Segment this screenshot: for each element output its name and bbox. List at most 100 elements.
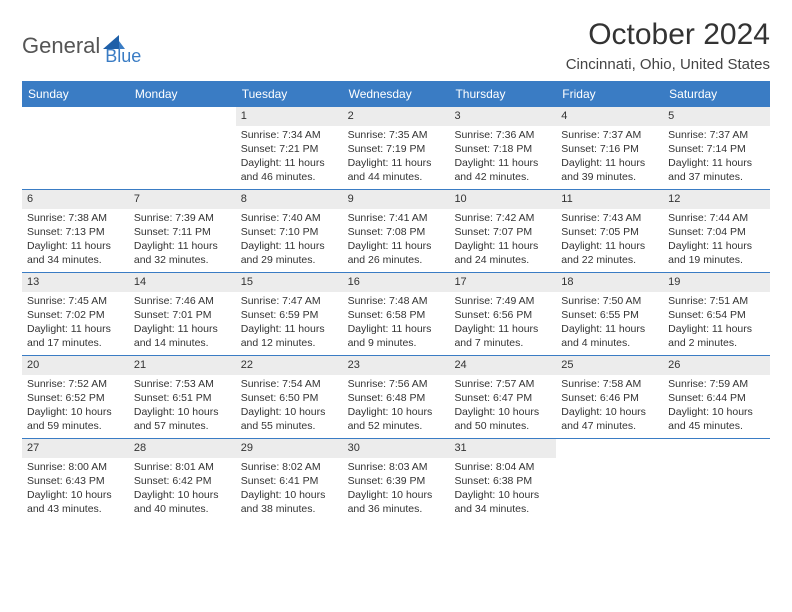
day-line: Daylight: 10 hours bbox=[454, 488, 551, 502]
day-body: Sunrise: 8:02 AMSunset: 6:41 PMDaylight:… bbox=[236, 458, 343, 521]
day-line: Sunrise: 7:48 AM bbox=[348, 294, 445, 308]
day-line: Daylight: 10 hours bbox=[561, 405, 658, 419]
day-cell bbox=[22, 107, 129, 189]
day-line: Sunset: 7:18 PM bbox=[454, 142, 551, 156]
day-cell bbox=[663, 439, 770, 521]
day-cell: 14Sunrise: 7:46 AMSunset: 7:01 PMDayligh… bbox=[129, 273, 236, 355]
day-line: and 42 minutes. bbox=[454, 170, 551, 184]
day-number: 14 bbox=[129, 273, 236, 292]
day-line: Daylight: 11 hours bbox=[561, 239, 658, 253]
title-block: October 2024 Cincinnati, Ohio, United St… bbox=[566, 18, 770, 73]
day-header: Thursday bbox=[449, 82, 556, 106]
day-line: and 26 minutes. bbox=[348, 253, 445, 267]
week-row: 20Sunrise: 7:52 AMSunset: 6:52 PMDayligh… bbox=[22, 355, 770, 438]
day-line: Sunset: 6:55 PM bbox=[561, 308, 658, 322]
day-line: Sunset: 6:59 PM bbox=[241, 308, 338, 322]
day-line: Sunset: 6:38 PM bbox=[454, 474, 551, 488]
day-number: 5 bbox=[663, 107, 770, 126]
day-cell: 3Sunrise: 7:36 AMSunset: 7:18 PMDaylight… bbox=[449, 107, 556, 189]
day-line: Daylight: 11 hours bbox=[454, 239, 551, 253]
day-line: Sunset: 6:47 PM bbox=[454, 391, 551, 405]
day-number: 31 bbox=[449, 439, 556, 458]
day-line: Daylight: 10 hours bbox=[134, 488, 231, 502]
day-line: and 59 minutes. bbox=[27, 419, 124, 433]
day-body: Sunrise: 7:57 AMSunset: 6:47 PMDaylight:… bbox=[449, 375, 556, 438]
day-line: Sunrise: 7:54 AM bbox=[241, 377, 338, 391]
day-body: Sunrise: 7:51 AMSunset: 6:54 PMDaylight:… bbox=[663, 292, 770, 355]
day-line: Sunrise: 7:43 AM bbox=[561, 211, 658, 225]
day-line: Daylight: 10 hours bbox=[27, 488, 124, 502]
day-header: Friday bbox=[556, 82, 663, 106]
day-line: Sunrise: 7:56 AM bbox=[348, 377, 445, 391]
day-line: Sunset: 6:58 PM bbox=[348, 308, 445, 322]
week-row: 13Sunrise: 7:45 AMSunset: 7:02 PMDayligh… bbox=[22, 272, 770, 355]
day-line: Daylight: 11 hours bbox=[27, 239, 124, 253]
day-number: 8 bbox=[236, 190, 343, 209]
day-number: 1 bbox=[236, 107, 343, 126]
day-line: Sunrise: 7:39 AM bbox=[134, 211, 231, 225]
day-line: Sunset: 7:04 PM bbox=[668, 225, 765, 239]
day-number: 7 bbox=[129, 190, 236, 209]
day-line: Daylight: 10 hours bbox=[348, 488, 445, 502]
day-line: and 52 minutes. bbox=[348, 419, 445, 433]
day-body: Sunrise: 7:54 AMSunset: 6:50 PMDaylight:… bbox=[236, 375, 343, 438]
day-line: and 38 minutes. bbox=[241, 502, 338, 516]
day-cell: 16Sunrise: 7:48 AMSunset: 6:58 PMDayligh… bbox=[343, 273, 450, 355]
day-body: Sunrise: 7:48 AMSunset: 6:58 PMDaylight:… bbox=[343, 292, 450, 355]
day-line: Daylight: 11 hours bbox=[27, 322, 124, 336]
day-line: Sunset: 6:56 PM bbox=[454, 308, 551, 322]
day-cell: 6Sunrise: 7:38 AMSunset: 7:13 PMDaylight… bbox=[22, 190, 129, 272]
day-line: Daylight: 11 hours bbox=[454, 322, 551, 336]
day-line: Sunset: 7:11 PM bbox=[134, 225, 231, 239]
day-number: 21 bbox=[129, 356, 236, 375]
day-number: 26 bbox=[663, 356, 770, 375]
day-line: Sunset: 6:51 PM bbox=[134, 391, 231, 405]
day-line: and 34 minutes. bbox=[27, 253, 124, 267]
day-header-row: SundayMondayTuesdayWednesdayThursdayFrid… bbox=[22, 82, 770, 106]
day-line: Daylight: 11 hours bbox=[561, 156, 658, 170]
day-cell: 10Sunrise: 7:42 AMSunset: 7:07 PMDayligh… bbox=[449, 190, 556, 272]
day-line: and 50 minutes. bbox=[454, 419, 551, 433]
day-line: Sunset: 6:42 PM bbox=[134, 474, 231, 488]
day-cell: 8Sunrise: 7:40 AMSunset: 7:10 PMDaylight… bbox=[236, 190, 343, 272]
day-line: and 12 minutes. bbox=[241, 336, 338, 350]
day-line: Sunrise: 8:00 AM bbox=[27, 460, 124, 474]
day-body: Sunrise: 7:46 AMSunset: 7:01 PMDaylight:… bbox=[129, 292, 236, 355]
day-line: Sunset: 6:46 PM bbox=[561, 391, 658, 405]
day-line: Sunrise: 8:02 AM bbox=[241, 460, 338, 474]
day-cell: 11Sunrise: 7:43 AMSunset: 7:05 PMDayligh… bbox=[556, 190, 663, 272]
day-body: Sunrise: 7:45 AMSunset: 7:02 PMDaylight:… bbox=[22, 292, 129, 355]
day-line: and 57 minutes. bbox=[134, 419, 231, 433]
day-line: Sunrise: 7:34 AM bbox=[241, 128, 338, 142]
day-cell bbox=[556, 439, 663, 521]
day-cell: 13Sunrise: 7:45 AMSunset: 7:02 PMDayligh… bbox=[22, 273, 129, 355]
day-line: Sunrise: 7:40 AM bbox=[241, 211, 338, 225]
day-number: 10 bbox=[449, 190, 556, 209]
day-number: 15 bbox=[236, 273, 343, 292]
day-line: Daylight: 11 hours bbox=[668, 239, 765, 253]
day-cell: 31Sunrise: 8:04 AMSunset: 6:38 PMDayligh… bbox=[449, 439, 556, 521]
day-body: Sunrise: 7:35 AMSunset: 7:19 PMDaylight:… bbox=[343, 126, 450, 189]
day-line: Sunrise: 7:51 AM bbox=[668, 294, 765, 308]
day-cell: 28Sunrise: 8:01 AMSunset: 6:42 PMDayligh… bbox=[129, 439, 236, 521]
day-body: Sunrise: 7:37 AMSunset: 7:14 PMDaylight:… bbox=[663, 126, 770, 189]
day-line: Daylight: 11 hours bbox=[241, 239, 338, 253]
day-line: Daylight: 10 hours bbox=[668, 405, 765, 419]
location: Cincinnati, Ohio, United States bbox=[566, 56, 770, 73]
day-cell bbox=[129, 107, 236, 189]
day-cell: 30Sunrise: 8:03 AMSunset: 6:39 PMDayligh… bbox=[343, 439, 450, 521]
day-header: Saturday bbox=[663, 82, 770, 106]
day-body: Sunrise: 8:00 AMSunset: 6:43 PMDaylight:… bbox=[22, 458, 129, 521]
day-line: and 37 minutes. bbox=[668, 170, 765, 184]
day-line: Sunrise: 7:50 AM bbox=[561, 294, 658, 308]
day-cell: 5Sunrise: 7:37 AMSunset: 7:14 PMDaylight… bbox=[663, 107, 770, 189]
day-body: Sunrise: 7:58 AMSunset: 6:46 PMDaylight:… bbox=[556, 375, 663, 438]
day-line: Daylight: 10 hours bbox=[241, 405, 338, 419]
day-cell: 22Sunrise: 7:54 AMSunset: 6:50 PMDayligh… bbox=[236, 356, 343, 438]
day-line: Sunset: 7:01 PM bbox=[134, 308, 231, 322]
day-body: Sunrise: 7:44 AMSunset: 7:04 PMDaylight:… bbox=[663, 209, 770, 272]
day-body: Sunrise: 7:56 AMSunset: 6:48 PMDaylight:… bbox=[343, 375, 450, 438]
day-cell: 7Sunrise: 7:39 AMSunset: 7:11 PMDaylight… bbox=[129, 190, 236, 272]
day-line: Sunset: 6:44 PM bbox=[668, 391, 765, 405]
day-line: Sunset: 7:21 PM bbox=[241, 142, 338, 156]
